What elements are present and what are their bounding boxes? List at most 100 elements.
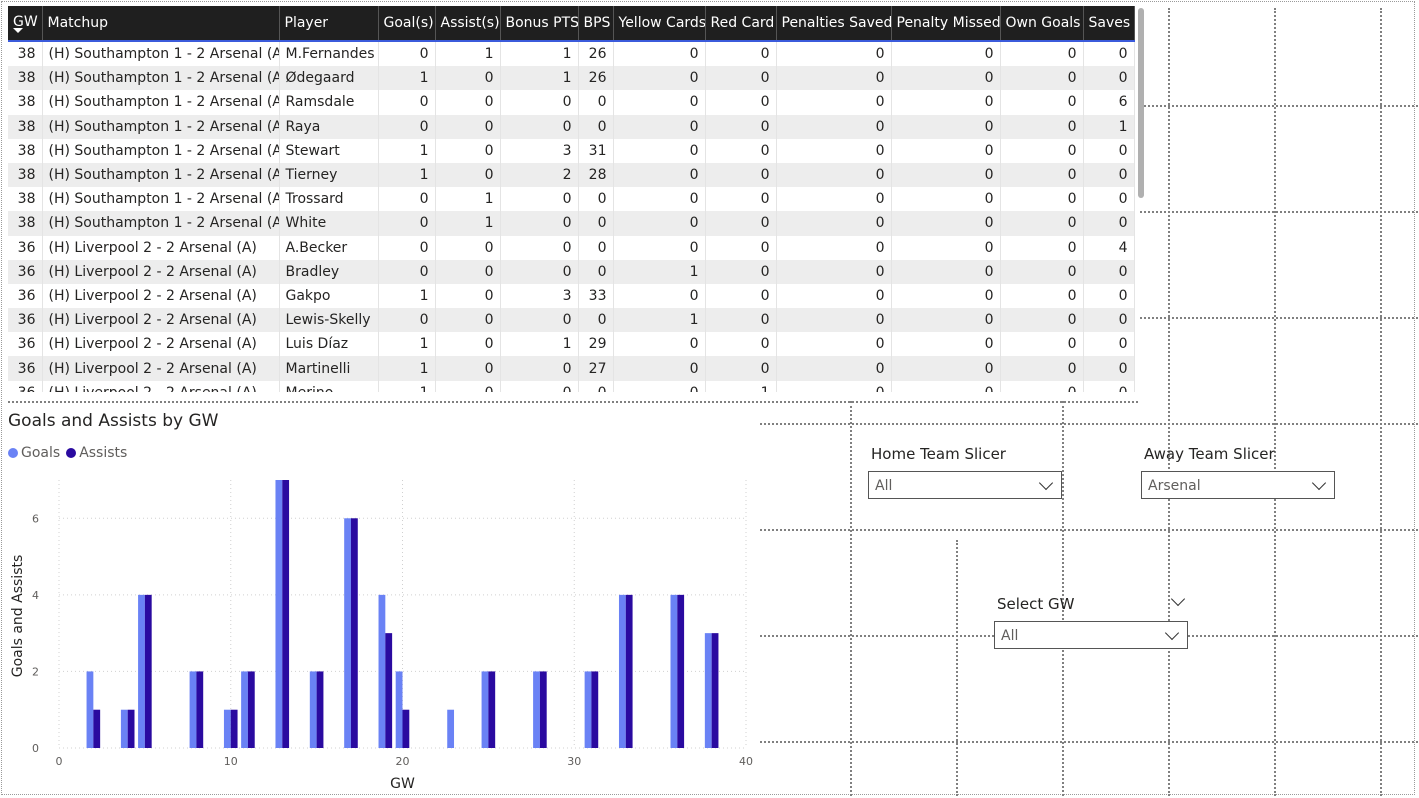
- bar-assists[interactable]: [402, 709, 410, 748]
- table-cell: 0: [705, 41, 777, 67]
- table-row[interactable]: 36 (H) Liverpool 2 - 2 Arsenal (A) Luis Dí…: [8, 332, 1135, 357]
- table-cell: 0: [378, 114, 436, 139]
- bar-goals[interactable]: [481, 671, 489, 748]
- bar-goals[interactable]: [395, 671, 403, 748]
- table-row[interactable]: 38 (H) Southampton 1 - 2 Arsenal (A) Raya 0…: [8, 114, 1135, 139]
- table-cell: 0: [578, 235, 614, 260]
- bar-assists[interactable]: [196, 671, 204, 748]
- bar-goals[interactable]: [241, 671, 248, 748]
- column-header-goals[interactable]: Goal(s): [378, 6, 436, 42]
- table-row[interactable]: 38 (H) Southampton 1 - 2 Arsenal (A) Ødega…: [8, 66, 1135, 91]
- table-row[interactable]: 38 (H) Southampton 1 - 2 Arsenal (A) Tiern…: [8, 162, 1135, 188]
- x-tick-label: 40: [739, 755, 753, 768]
- table-cell: 0: [776, 380, 892, 392]
- x-axis-title: GW: [390, 776, 415, 792]
- table-cell: 38: [8, 90, 43, 115]
- bar-goals[interactable]: [704, 633, 712, 748]
- legend-item-goals[interactable]: Goals: [8, 445, 60, 461]
- table-cell: 1: [378, 332, 436, 357]
- bar-goals[interactable]: [86, 671, 94, 748]
- table-cell: 0: [776, 308, 892, 333]
- bar-assists[interactable]: [247, 671, 255, 748]
- table-cell: 0: [1000, 211, 1084, 236]
- grid-line: [1168, 8, 1170, 796]
- table-cell: 0: [705, 162, 777, 188]
- column-header-yellow-cards[interactable]: Yellow Cards: [613, 6, 706, 42]
- table-cell: 1: [435, 211, 501, 236]
- column-header-penalties-saved[interactable]: Penalties Saved: [776, 6, 892, 42]
- table-row[interactable]: 36 (H) Liverpool 2 - 2 Arsenal (A) Bradley…: [8, 259, 1135, 284]
- table-cell: 0: [776, 211, 892, 236]
- table-cell: 27: [578, 356, 614, 381]
- bar-goals[interactable]: [584, 671, 592, 748]
- column-header-red-card[interactable]: Red Card: [705, 6, 777, 42]
- bar-goals[interactable]: [670, 594, 678, 748]
- table-row[interactable]: 38 (H) Southampton 1 - 2 Arsenal (A) Stewa…: [8, 138, 1135, 163]
- bar-assists[interactable]: [677, 594, 685, 748]
- bar-assists[interactable]: [316, 671, 324, 748]
- home-team-slicer-dropdown[interactable]: All: [868, 471, 1062, 499]
- table-row[interactable]: 38 (H) Southampton 1 - 2 Arsenal (A) White…: [8, 211, 1135, 236]
- player-stats-table[interactable]: GW Matchup Player Goal(s) Assist(s) Bonu…: [8, 6, 1135, 392]
- table-row[interactable]: 36(H) Liverpool 2 - 2 Arsenal (A)Merino1…: [8, 380, 1135, 392]
- table-cell: 0: [613, 211, 706, 236]
- table-row[interactable]: 36 (H) Liverpool 2 - 2 Arsenal (A) A.Becke…: [8, 235, 1135, 260]
- bar-goals[interactable]: [120, 709, 128, 748]
- bar-goals[interactable]: [138, 594, 145, 748]
- bar-goals[interactable]: [189, 671, 197, 748]
- bar-goals[interactable]: [344, 518, 351, 748]
- bar-goals[interactable]: [618, 594, 626, 748]
- bar-goals[interactable]: [275, 480, 283, 748]
- column-header-penalty-missed[interactable]: Penalty Missed: [891, 6, 1001, 42]
- table-cell: 29: [578, 332, 614, 357]
- column-header-saves[interactable]: Saves: [1083, 6, 1135, 42]
- goals-assists-chart[interactable]: 0 2 4 6 0 10 20 30 40 GW Goals and Assists: [0, 470, 760, 795]
- column-header-bonus-pts[interactable]: Bonus PTS: [500, 6, 579, 42]
- bar-assists[interactable]: [625, 594, 633, 748]
- chevron-down-icon: [1038, 475, 1054, 491]
- bar-assists[interactable]: [350, 518, 358, 748]
- table-cell: 0: [578, 211, 614, 236]
- y-tick-label: 0: [32, 742, 39, 755]
- legend-item-assists[interactable]: Assists: [66, 445, 127, 461]
- bar-assists[interactable]: [591, 671, 599, 748]
- x-tick-label: 0: [56, 755, 63, 768]
- table-cell: 0: [1000, 356, 1084, 381]
- bar-assists[interactable]: [127, 709, 135, 748]
- bar-assists[interactable]: [539, 671, 547, 748]
- table-row[interactable]: 36 (H) Liverpool 2 - 2 Arsenal (A) Martine…: [8, 356, 1135, 381]
- bar-goals[interactable]: [447, 709, 455, 748]
- select-gw-slicer-dropdown[interactable]: All: [994, 621, 1188, 649]
- bar-assists[interactable]: [282, 480, 290, 748]
- bar-assists[interactable]: [93, 709, 101, 748]
- table-row[interactable]: 38 (H) Southampton 1 - 2 Arsenal (A) Ramsd…: [8, 90, 1135, 115]
- bar-assists[interactable]: [488, 671, 496, 748]
- bar-assists[interactable]: [230, 709, 238, 748]
- bar-assists[interactable]: [711, 633, 719, 748]
- column-header-assists[interactable]: Assist(s): [435, 6, 501, 42]
- column-header-gw[interactable]: GW: [8, 6, 43, 42]
- table-cell: 1: [378, 356, 436, 381]
- table-cell: 0: [613, 138, 706, 163]
- table-row[interactable]: 36 (H) Liverpool 2 - 2 Arsenal (A) Lewis-S…: [8, 308, 1135, 333]
- table-row[interactable]: 36 (H) Liverpool 2 - 2 Arsenal (A) Gakpo 1 0…: [8, 283, 1135, 309]
- column-header-player[interactable]: Player: [279, 6, 379, 42]
- grid-line: [760, 423, 1418, 425]
- bar-goals[interactable]: [223, 709, 231, 748]
- bar-goals[interactable]: [378, 594, 386, 748]
- bar-assists[interactable]: [385, 633, 393, 748]
- table-cell: (H) Southampton 1 - 2 Arsenal (A): [42, 211, 280, 236]
- column-header-own-goals[interactable]: Own Goals: [1000, 6, 1084, 42]
- bar-assists[interactable]: [144, 594, 152, 748]
- table-cell: 0: [705, 259, 777, 284]
- home-team-slicer-value: All: [875, 478, 893, 494]
- table-scrollbar[interactable]: [1138, 8, 1144, 198]
- away-team-slicer-dropdown[interactable]: Arsenal: [1141, 471, 1335, 499]
- column-header-bps[interactable]: BPS: [578, 6, 614, 42]
- table-row[interactable]: 38 (H) Southampton 1 - 2 Arsenal (A) M.Fer…: [8, 41, 1135, 67]
- column-header-matchup[interactable]: Matchup: [42, 6, 280, 42]
- bar-goals[interactable]: [309, 671, 317, 748]
- table-row[interactable]: 38 (H) Southampton 1 - 2 Arsenal (A) Tross…: [8, 187, 1135, 212]
- bar-goals[interactable]: [533, 671, 540, 748]
- table-cell: 0: [1083, 66, 1135, 91]
